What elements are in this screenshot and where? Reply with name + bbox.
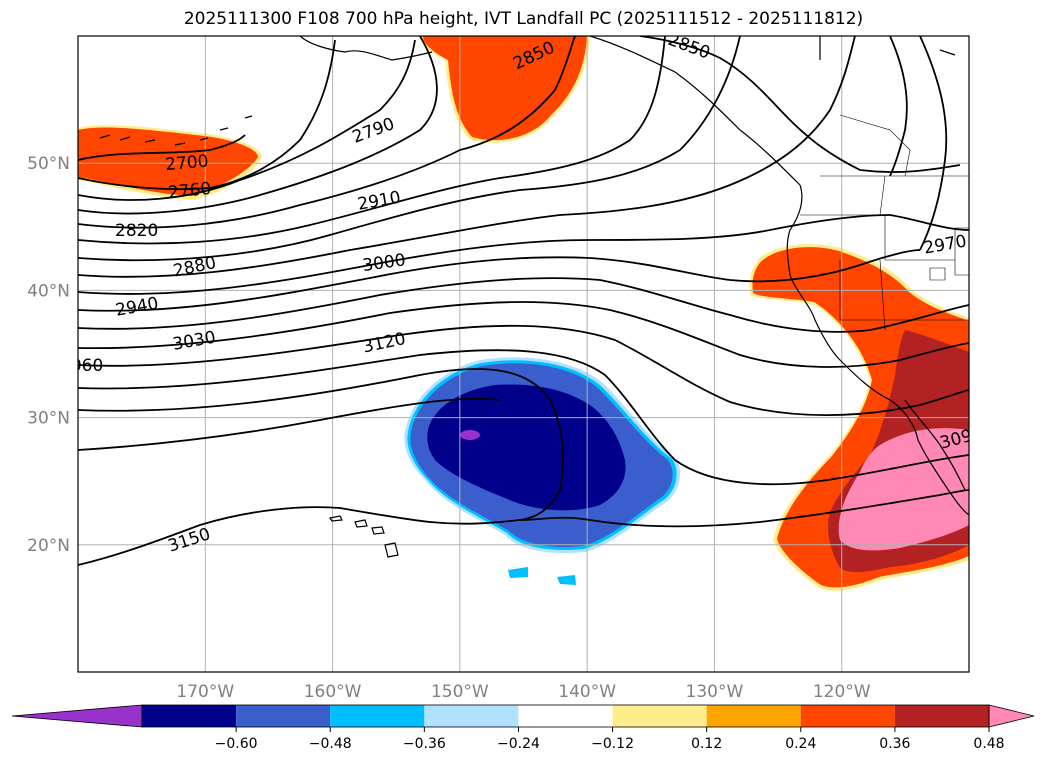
contour-3090 [78, 324, 969, 417]
contour-2970 [78, 214, 969, 295]
map-frame [77, 35, 970, 673]
coastlines [99, 36, 969, 558]
contour-ne-1 [889, 36, 908, 177]
contour-label: 3120 [361, 329, 407, 358]
colorbar-segment [612, 705, 707, 727]
ivt-positive-core-gulf [423, 36, 587, 141]
colorbar-segment [424, 705, 519, 727]
colorbar-extend-high [988, 704, 1035, 728]
contour-2850-north [639, 36, 961, 173]
contour-2940 [78, 36, 856, 278]
colorbar-segment [330, 705, 425, 727]
lat-tick-label: 20°N [27, 536, 70, 556]
contour-label: 2970 [922, 231, 968, 258]
ivt-negative-small-2 [557, 575, 576, 585]
colorbar-segment [800, 705, 895, 727]
contour-label: 2880 [171, 253, 217, 282]
lon-tick-label: 160°W [304, 682, 362, 702]
contour-label: 2910 [356, 188, 402, 215]
contour-2820 [78, 36, 438, 215]
ivt-negative-min [460, 430, 480, 440]
height-contours [78, 36, 969, 566]
lat-tick-label: 30°N [27, 409, 70, 429]
hawaii-islands [329, 515, 399, 558]
contour-ne-2 [919, 36, 948, 251]
latitude-labels: 20°N 30°N 40°N 50°N [27, 154, 70, 556]
na-west-coastline [786, 184, 969, 516]
colorbar-tick-label: 0.24 [785, 736, 816, 752]
baja-coastline [904, 399, 966, 491]
colorbar-segment [894, 705, 989, 727]
aleutian-islands [99, 115, 253, 146]
lat-tick-label: 50°N [27, 154, 70, 174]
map-title: 2025111300 F108 700 hPa height, IVT Land… [183, 9, 864, 29]
colorbar-tick-label: −0.24 [497, 736, 540, 752]
colorbar-segment [706, 705, 801, 727]
ivt-shading [78, 36, 969, 591]
colorbar-extend-low [11, 704, 143, 728]
contour-label: 3030 [171, 328, 217, 355]
contour-label: 2940 [114, 294, 160, 321]
contour-3030 [78, 277, 969, 333]
contour-label: 3150 [166, 524, 213, 556]
colorbar-tick-label: −0.60 [215, 736, 258, 752]
contour-3150 [78, 368, 969, 528]
lon-tick-label: 170°W [176, 682, 234, 702]
contour-3150-south [78, 506, 521, 566]
colorbar-tick-label: −0.48 [309, 736, 352, 752]
lon-tick-label: 140°W [558, 682, 616, 702]
contour-label: 2790 [350, 114, 397, 148]
ivt-negative-small-1 [508, 567, 528, 578]
colorbar-tick-label: −0.12 [591, 736, 634, 752]
contour-3060 [78, 301, 969, 368]
colorbar-tick-label: 0.12 [691, 736, 722, 752]
longitude-labels: 170°W 160°W 150°W 140°W 130°W 120°W [176, 682, 870, 702]
contour-low-sw [78, 397, 501, 451]
contour-label: 3060 [60, 356, 103, 376]
contour-2880 [78, 36, 666, 245]
map-gridlines [78, 36, 969, 672]
ivt-positive-core-coast [838, 428, 969, 551]
lon-tick-label: 130°W [686, 682, 744, 702]
lat-tick-label: 40°N [27, 281, 70, 301]
contour-3000 [78, 249, 921, 312]
colorbar-segment [518, 705, 613, 727]
alaska-coastline [299, 36, 956, 186]
lon-tick-label: 120°W [813, 682, 871, 702]
contour-label: 2820 [115, 221, 158, 241]
contour-2700 [78, 134, 246, 161]
lon-tick-label: 150°W [431, 682, 489, 702]
contour-label: 2760 [167, 179, 212, 203]
ivt-positive-core-northwest [78, 127, 258, 196]
colorbar-segment [236, 705, 331, 727]
colorbar-segment [142, 705, 237, 727]
colorbar-tick-label: −0.36 [403, 736, 446, 752]
contour-2760 [78, 39, 336, 191]
contour-label: 2700 [164, 151, 209, 175]
contour-2850 [78, 36, 576, 229]
colorbar-tick-label: 0.36 [879, 736, 910, 752]
ivt-negative-core [427, 384, 626, 511]
contour-2790 [78, 39, 416, 201]
contour-2910 [78, 36, 741, 262]
colorbar: −0.60 −0.48 −0.36 −0.24 −0.12 0.12 0.24 0.36 0.4… [11, 704, 1035, 752]
contour-3120 [78, 349, 969, 486]
colorbar-tick-label: 0.48 [973, 736, 1004, 752]
contour-label: 2850 [665, 30, 712, 64]
colorbar-outline [141, 704, 990, 728]
